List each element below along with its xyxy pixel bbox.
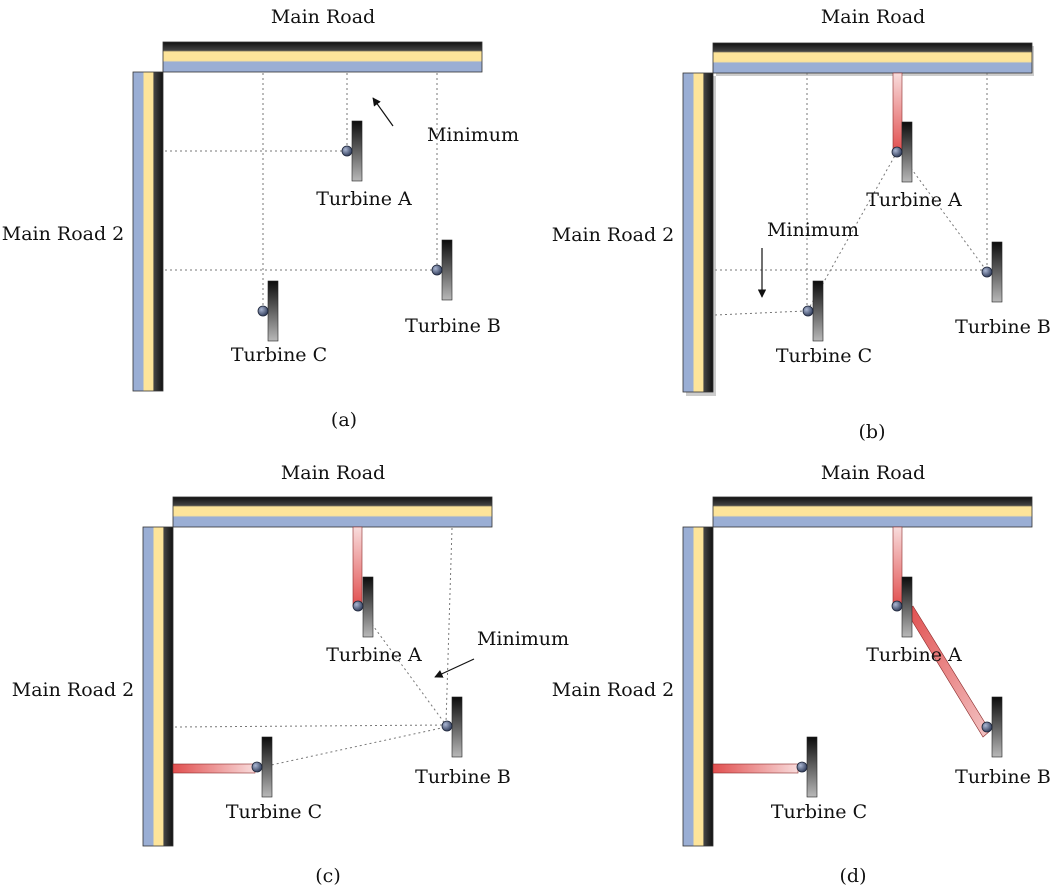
turbine-c bbox=[257, 280, 279, 342]
turbine-c-label: Turbine C bbox=[776, 345, 872, 367]
turbine-hub bbox=[257, 305, 269, 317]
turbine-b-label: Turbine B bbox=[415, 766, 511, 788]
panel-b: Main Road Main Road 2 Turbine A Turbine … bbox=[552, 6, 1051, 443]
main-road-label: Main Road bbox=[821, 462, 925, 484]
turbine-a-label: Turbine A bbox=[866, 189, 962, 211]
minimum-label: Minimum bbox=[427, 124, 519, 146]
main-road-2 bbox=[682, 526, 714, 847]
main-road-2-label: Main Road 2 bbox=[552, 679, 675, 701]
main-road bbox=[712, 496, 1033, 528]
main-road-2 bbox=[142, 526, 174, 847]
turbine-a-label: Turbine A bbox=[316, 188, 412, 210]
turbine-hub bbox=[891, 600, 903, 612]
turbine-a-label: Turbine A bbox=[326, 644, 422, 666]
turbine-a bbox=[341, 120, 363, 182]
panel-c: Main Road Main Road 2 Turbine A Turbine … bbox=[12, 462, 569, 887]
main-road bbox=[172, 496, 493, 528]
dotted-guide bbox=[714, 310, 806, 316]
turbine-b-label: Turbine B bbox=[405, 315, 501, 337]
minimum-arrow bbox=[434, 658, 475, 678]
main-road bbox=[162, 41, 483, 73]
turbine-hub bbox=[341, 145, 353, 157]
turbine-tower bbox=[261, 736, 273, 798]
main-road-2-label: Main Road 2 bbox=[552, 224, 675, 246]
dotted-guide bbox=[261, 726, 447, 768]
turbine-a bbox=[891, 121, 913, 183]
turbine-hub bbox=[431, 264, 443, 276]
access-road bbox=[892, 526, 903, 607]
main-road-label: Main Road bbox=[821, 6, 925, 28]
panel-caption: (a) bbox=[331, 409, 357, 431]
access-road bbox=[352, 526, 363, 607]
turbine-b bbox=[981, 241, 1003, 303]
turbine-hub bbox=[981, 721, 993, 733]
turbine-b-label: Turbine B bbox=[955, 766, 1051, 788]
access-road bbox=[905, 605, 991, 738]
turbine-hub bbox=[441, 720, 453, 732]
minimum-label: Minimum bbox=[767, 219, 859, 241]
turbine-tower bbox=[901, 576, 913, 638]
turbine-tower bbox=[901, 121, 913, 183]
main-road-2 bbox=[132, 71, 164, 392]
turbine-c-label: Turbine C bbox=[771, 801, 867, 823]
turbine-a-label: Turbine A bbox=[866, 644, 962, 666]
turbine-hub bbox=[796, 761, 808, 773]
turbine-c bbox=[251, 736, 273, 798]
turbine-hub bbox=[891, 146, 903, 158]
access-road bbox=[712, 763, 799, 774]
panel-a: Main Road Main Road 2 Turbine A Turbine … bbox=[2, 6, 519, 431]
turbine-hub bbox=[802, 305, 814, 317]
turbine-a bbox=[352, 576, 374, 638]
turbine-c-label: Turbine C bbox=[226, 801, 322, 823]
panel-caption: (c) bbox=[315, 865, 340, 887]
turbine-c-label: Turbine C bbox=[231, 344, 327, 366]
turbine-tower bbox=[812, 280, 824, 342]
dotted-guide bbox=[174, 724, 448, 728]
dotted-guide bbox=[359, 607, 447, 726]
turbine-tower bbox=[362, 576, 374, 638]
turbine-c bbox=[796, 736, 818, 798]
turbine-b bbox=[441, 696, 463, 758]
turbine-c bbox=[802, 280, 824, 342]
turbine-a bbox=[891, 576, 913, 638]
turbine-tower bbox=[806, 736, 818, 798]
panel-caption: (d) bbox=[840, 865, 867, 887]
main-road-2 bbox=[682, 72, 714, 393]
turbine-tower bbox=[351, 120, 363, 182]
main-road-label: Main Road bbox=[271, 6, 375, 28]
turbine-hub bbox=[981, 266, 993, 278]
turbine-tower bbox=[991, 696, 1003, 758]
turbine-hub bbox=[251, 761, 263, 773]
dotted-guide bbox=[445, 527, 453, 724]
turbine-tower bbox=[441, 239, 453, 301]
minimum-arrow bbox=[372, 97, 394, 127]
turbine-tower bbox=[267, 280, 279, 342]
turbine-tower bbox=[451, 696, 463, 758]
panel-d: Main Road Main Road 2 Turbine A Turbine … bbox=[552, 462, 1051, 887]
minimum-label: Minimum bbox=[477, 628, 569, 650]
main-road-2-label: Main Road 2 bbox=[12, 679, 135, 701]
panel-caption: (b) bbox=[859, 421, 886, 443]
main-road-label: Main Road bbox=[281, 462, 385, 484]
turbine-hub bbox=[352, 600, 364, 612]
turbine-tower bbox=[991, 241, 1003, 303]
turbine-b bbox=[981, 696, 1003, 758]
main-road bbox=[712, 42, 1033, 74]
turbine-b bbox=[431, 239, 453, 301]
turbine-b-label: Turbine B bbox=[955, 316, 1051, 338]
access-road bbox=[892, 72, 903, 153]
access-road bbox=[172, 763, 256, 774]
main-road-2-label: Main Road 2 bbox=[2, 223, 125, 245]
